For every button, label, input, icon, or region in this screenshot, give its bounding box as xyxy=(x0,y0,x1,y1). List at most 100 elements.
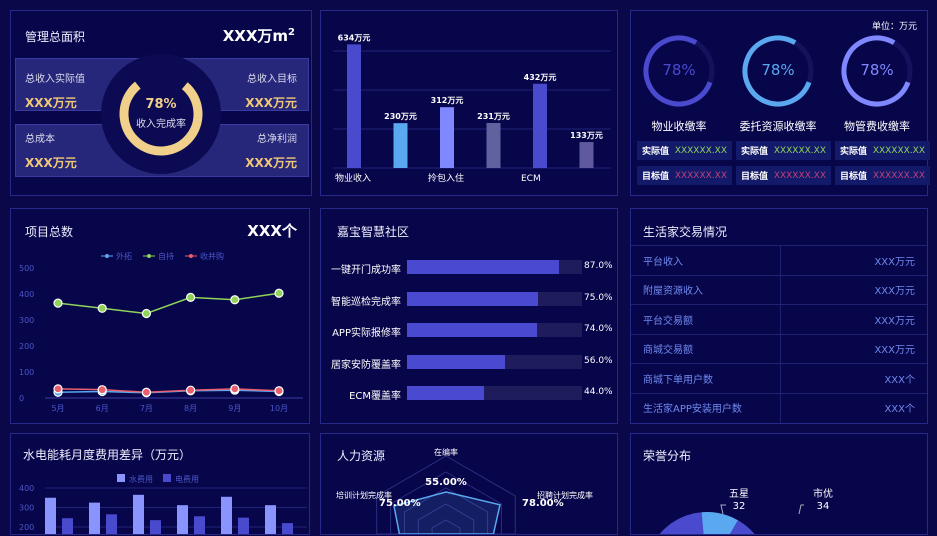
y-tick-label: 100 xyxy=(19,368,34,377)
collection-panel: 单位：万元 78% 物业收缴率 实际值 XXXXXX.XX 目标值 XXXXXX.X… xyxy=(630,10,930,196)
ring-percent: 78% xyxy=(860,61,894,79)
energy-panel: 水电能耗月度费用差异（万元） 400 300 200 水费用 电费用 xyxy=(10,433,310,535)
legend-label: 电费用 xyxy=(175,474,199,484)
y-tick-label: 200 xyxy=(19,523,34,532)
ring-arc xyxy=(643,35,715,107)
legend-marker xyxy=(189,254,193,258)
box-value: XXX万元 xyxy=(25,156,77,170)
collection-ring xyxy=(643,35,715,107)
target-label: 目标值 xyxy=(642,172,670,182)
radar-grid xyxy=(417,503,475,534)
pie-value: 34 xyxy=(817,501,830,512)
legend-swatch xyxy=(163,474,171,482)
honor-title: 荣誉分布 xyxy=(643,449,692,463)
data-point xyxy=(141,387,151,397)
hbar-value: 44.0% xyxy=(584,387,613,397)
bar xyxy=(533,83,547,168)
honor-panel: 荣誉分布 五星 32 市优 34 xyxy=(630,433,928,535)
legend-marker xyxy=(105,254,109,258)
unit-label: 单位：万元 xyxy=(871,22,917,32)
area-value: XXX万m2 xyxy=(223,25,295,46)
radar-grid xyxy=(376,455,516,534)
bar-label: 432万元 xyxy=(524,73,557,82)
legend-marker xyxy=(147,254,151,258)
radar-value: 55.00% xyxy=(425,477,467,488)
legend-label: 自持 xyxy=(158,251,174,261)
actual-value: XXXXXX.XX xyxy=(773,145,826,156)
area-value-sup: 2 xyxy=(288,27,295,38)
bar xyxy=(347,44,361,169)
collection-ring xyxy=(841,35,913,107)
hbar-fill xyxy=(407,354,505,369)
hbar-label: APP实际报修率 xyxy=(332,328,401,339)
hbar-value: 87.0% xyxy=(584,261,613,271)
bar-label: 312万元 xyxy=(431,96,464,105)
actual-value: XXXXXX.XX xyxy=(674,145,727,156)
trade-row-value: XXX个 xyxy=(884,374,915,386)
x-tick-label: 8月 xyxy=(184,404,197,413)
box-label: 总净利润 xyxy=(257,134,297,145)
hbar-track xyxy=(407,260,582,274)
hbar-label: 一键开门成功率 xyxy=(331,265,401,276)
data-point xyxy=(97,385,107,395)
x-tick-label: 10月 xyxy=(270,404,288,413)
area-panel: 管理总面积 XXX万m2 总收入实际值 XXX万元 总收入目标 XXX万元 总成… xyxy=(10,10,312,196)
income-ring xyxy=(119,72,203,156)
pie-slice xyxy=(730,520,755,534)
bar-label: 230万元 xyxy=(384,112,417,121)
radar-indicator: 培训计划完成率 xyxy=(336,490,392,500)
ring-percent: 78% xyxy=(761,61,795,79)
box-value: XXX万元 xyxy=(245,156,297,170)
bar xyxy=(579,142,594,168)
ring-arc xyxy=(742,35,814,107)
hbar-value: 56.0% xyxy=(584,355,613,366)
pie-label: 五星 xyxy=(729,488,749,500)
bar xyxy=(106,514,117,534)
collection-ring xyxy=(742,35,814,107)
projects-panel: 项目总数 XXX个 0 100 200 300 400 500 5月 6月 7月 8月 9月 10月 外… xyxy=(10,208,310,424)
bar xyxy=(89,502,100,534)
actual-label: 实际值 xyxy=(642,147,670,157)
bar xyxy=(177,505,188,534)
box-label: 总成本 xyxy=(25,134,55,145)
radar-value: 78.00% xyxy=(522,498,564,509)
hbar-value: 75.0% xyxy=(584,292,613,303)
box-value: XXX万元 xyxy=(25,96,77,110)
community-panel: 嘉宝智慧社区 一键开门成功率 87.0% 智能巡检完成率 75.0% APP实际报修… xyxy=(320,208,618,424)
legend-label: 水费用 xyxy=(129,474,153,484)
target-value: XXXXXX.XX xyxy=(674,170,727,181)
target-label: 目标值 xyxy=(840,172,868,182)
target-cell: 目标值 XXXXXX.XX xyxy=(736,166,831,185)
box-label: 总收入实际值 xyxy=(25,74,85,85)
community-title: 嘉宝智慧社区 xyxy=(337,225,410,239)
trade-row-value: XXX万元 xyxy=(874,256,915,268)
target-cell: 目标值 XXXXXX.XX xyxy=(835,166,930,185)
trade-row-label: 生活家APP安装用户数 xyxy=(643,404,742,416)
y-tick-label: 400 xyxy=(19,290,34,299)
box-label: 总收入目标 xyxy=(247,74,297,85)
hr-title: 人力资源 xyxy=(337,449,386,463)
trade-row-value: XXX万元 xyxy=(874,286,915,298)
revenue-panel: 634万元 230万元 312万元 231万元 432万元 133万元 物业收入 拎包入住 EC… xyxy=(320,10,618,196)
area-title: 管理总面积 xyxy=(25,30,86,44)
hbar-fill xyxy=(407,291,539,306)
trade-row-value: XXX万元 xyxy=(874,315,915,327)
radar-indicator: 在编率 xyxy=(434,447,458,457)
radar-indicator: 招聘计划完成率 xyxy=(537,490,593,500)
data-point xyxy=(97,303,107,313)
trade-row-label: 平台收入 xyxy=(643,256,683,268)
bar xyxy=(265,505,276,534)
trade-row: 商城下单用户数 XXX个 xyxy=(631,363,927,393)
legend-label: 外拓 xyxy=(116,251,132,261)
energy-title: 水电能耗月度费用差异（万元） xyxy=(23,448,192,462)
x-axis-label: 拎包入住 xyxy=(428,172,464,184)
y-tick-label: 400 xyxy=(19,484,34,493)
hbar-track xyxy=(407,323,582,337)
legend-label: 收并购 xyxy=(200,251,224,261)
bar-label: 133万元 xyxy=(570,131,603,140)
trade-row: 附屋资源收入 XXX万元 xyxy=(631,274,927,305)
radar-value: 75.00% xyxy=(379,498,421,509)
target-value: XXXXXX.XX xyxy=(773,170,826,181)
projects-value: XXX个 xyxy=(247,222,297,240)
